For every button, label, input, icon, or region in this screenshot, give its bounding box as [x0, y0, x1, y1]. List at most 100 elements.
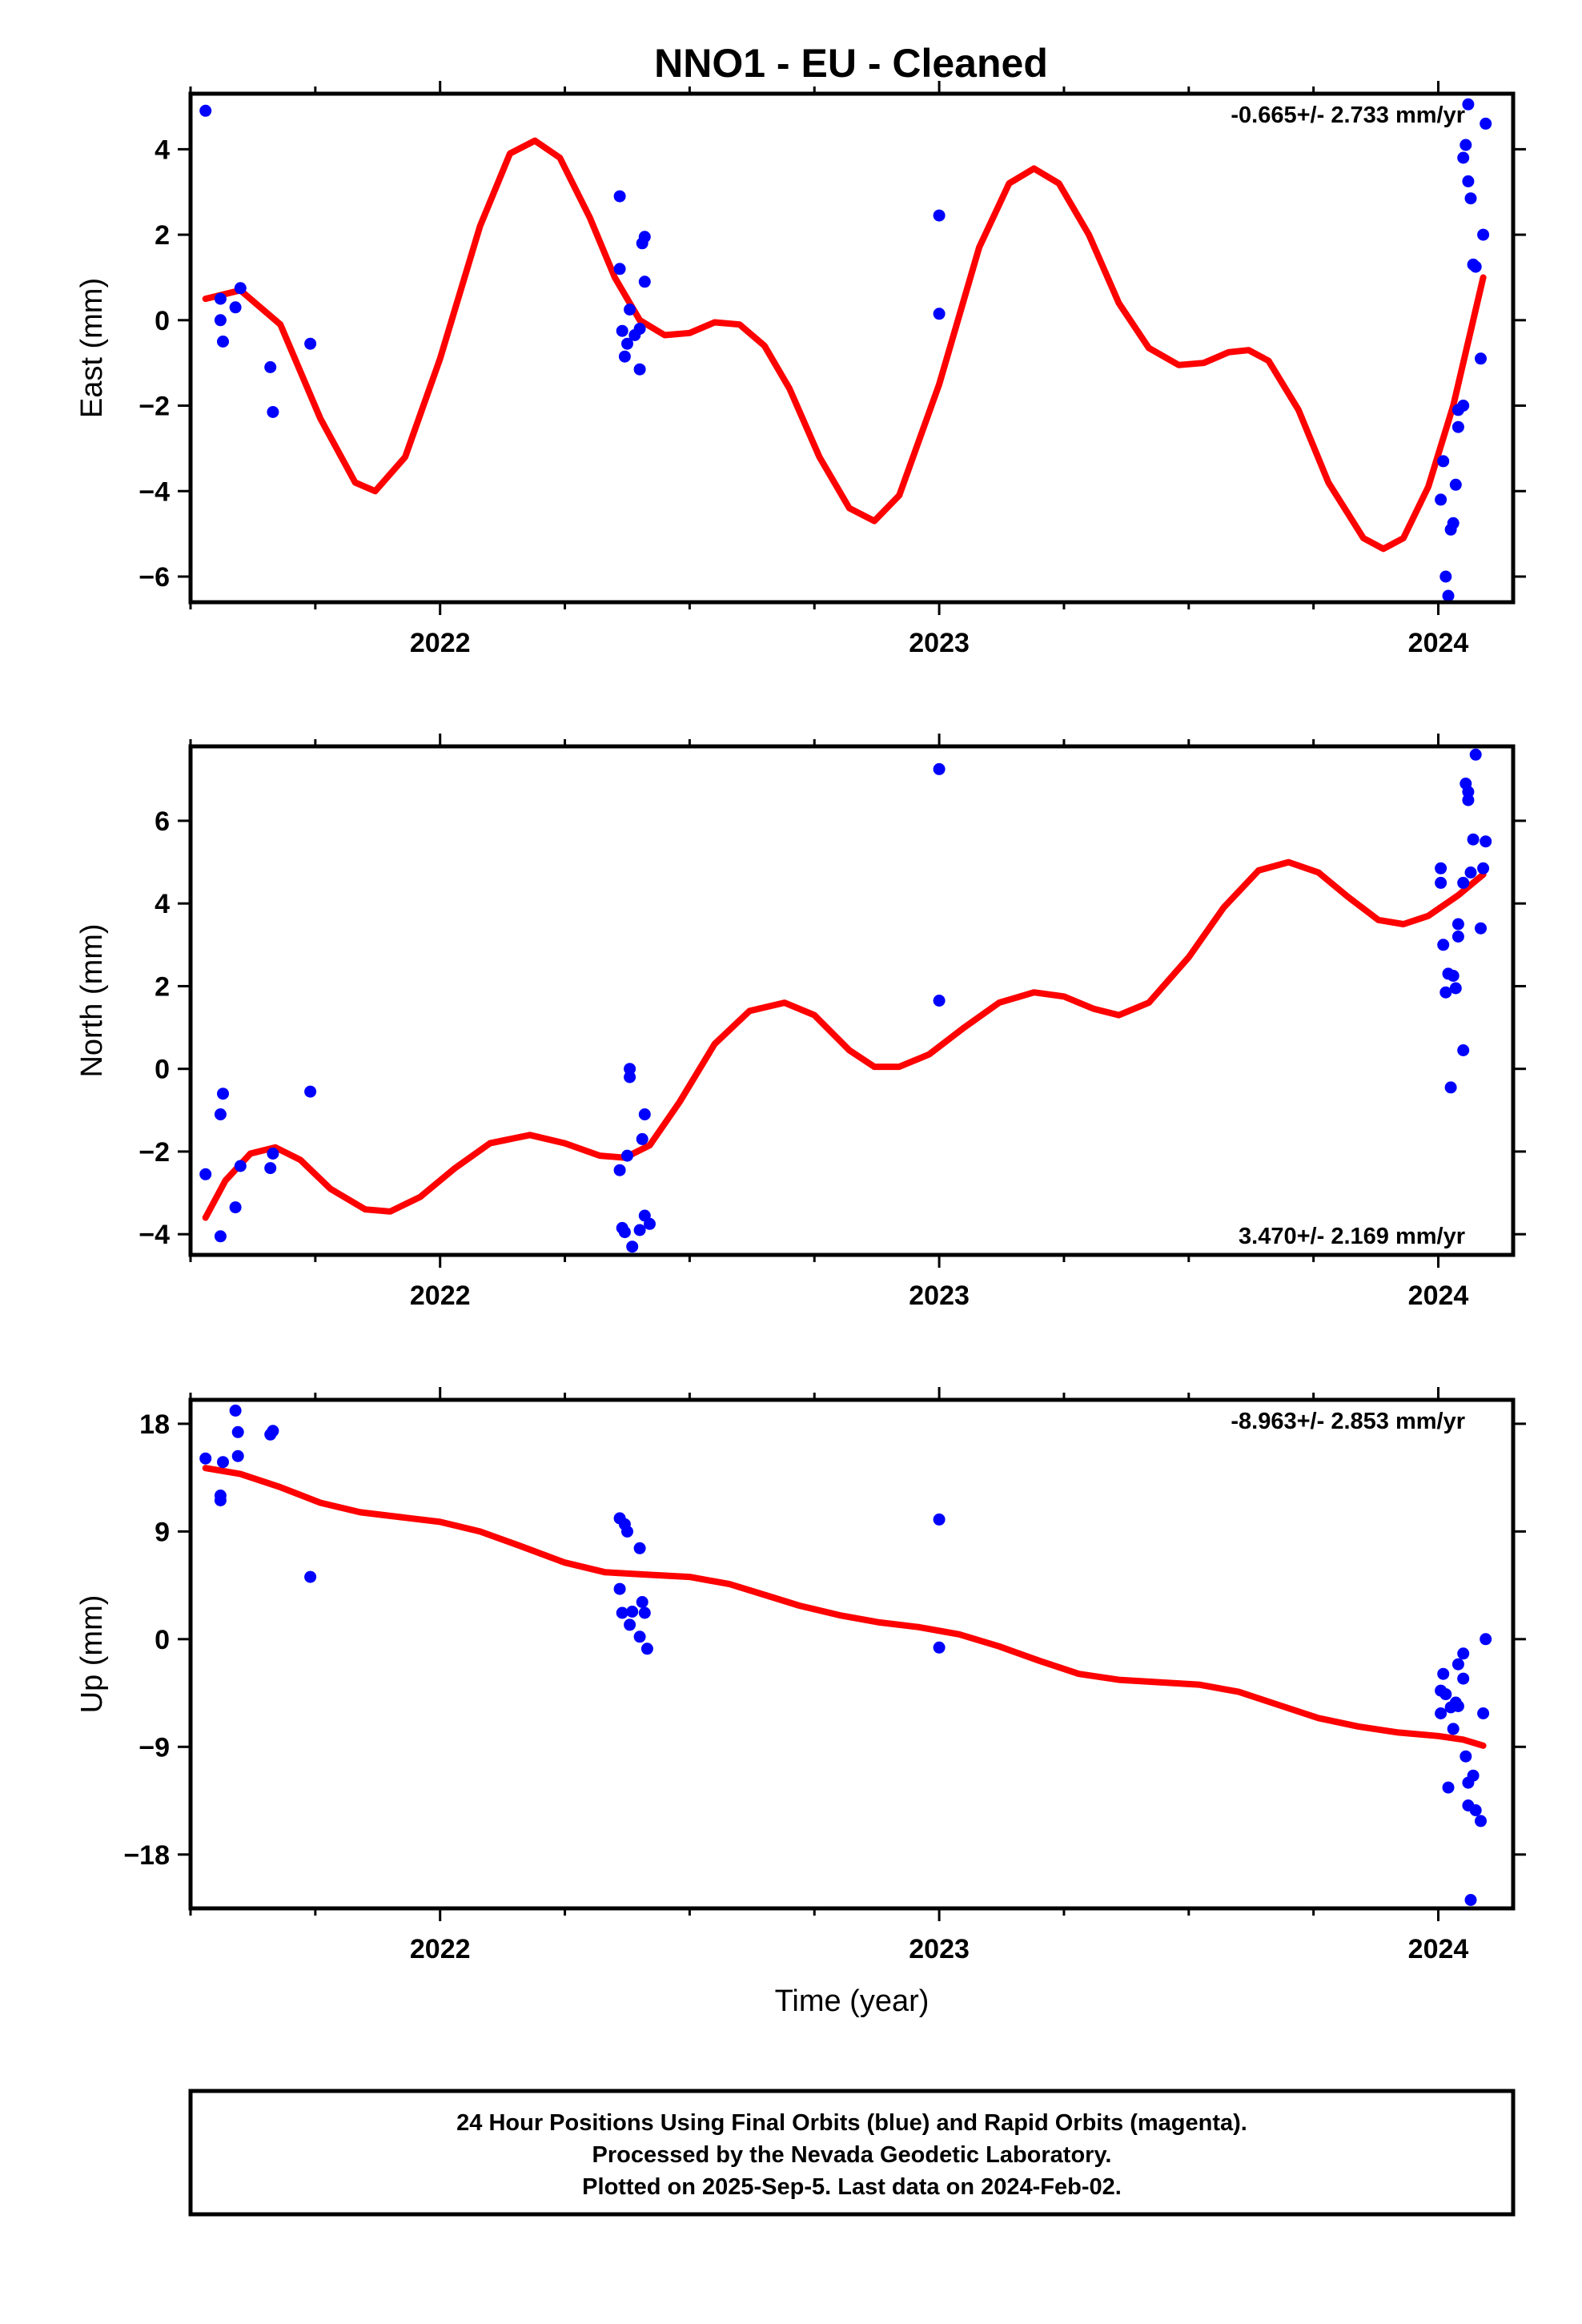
- up-data-point: [1452, 1658, 1464, 1671]
- up-data-point: [933, 1513, 946, 1526]
- up-data-point: [1452, 1700, 1464, 1712]
- east-data-point: [618, 350, 631, 363]
- north-data-point: [1435, 876, 1447, 889]
- up-data-point: [1477, 1707, 1490, 1719]
- east-panel: 2022 2023 2024 −6 −4 −2 0 2 4 -0.665+/- 2.733 mm/…: [75, 81, 1526, 658]
- north-data-point: [624, 1071, 636, 1084]
- north-y-tick-label: −4: [139, 1220, 170, 1250]
- east-data-point: [304, 337, 317, 350]
- north-data-point: [1462, 794, 1475, 806]
- up-data-point: [267, 1425, 279, 1437]
- east-data-point: [214, 314, 227, 327]
- east-y-tick-label: −4: [139, 476, 170, 507]
- east-x-tick-label: 2023: [909, 628, 970, 658]
- north-data-point: [1467, 833, 1480, 846]
- north-frame: [188, 744, 1516, 1257]
- up-data-point: [638, 1606, 651, 1619]
- east-data-point: [1462, 98, 1475, 111]
- east-data-point: [1447, 517, 1460, 529]
- north-y-tick-label: −2: [139, 1137, 170, 1168]
- up-rate-label: -8.963+/- 2.853 mm/yr: [1231, 1409, 1465, 1434]
- up-data-point: [231, 1449, 244, 1462]
- north-data-point: [933, 762, 946, 775]
- east-data-point: [633, 323, 646, 335]
- up-frame: [188, 1397, 1516, 1911]
- east-data-point: [1460, 139, 1472, 151]
- up-data-point: [1475, 1815, 1487, 1827]
- up-y-tick-label: −18: [123, 1840, 170, 1871]
- north-data-point: [644, 1217, 656, 1230]
- up-data-point: [613, 1582, 626, 1595]
- north-data-point: [264, 1162, 277, 1175]
- up-data-point: [616, 1606, 628, 1619]
- east-data-point: [624, 304, 636, 316]
- up-data-point: [214, 1494, 227, 1506]
- north-data-point: [621, 1149, 633, 1162]
- east-points: [199, 98, 1492, 602]
- north-data-point: [1449, 982, 1462, 995]
- up-data-point: [633, 1630, 646, 1643]
- east-data-point: [267, 406, 279, 418]
- up-data-point: [1469, 1804, 1482, 1816]
- east-data-point: [633, 363, 646, 376]
- north-data-point: [217, 1088, 229, 1100]
- east-data-point: [616, 324, 628, 337]
- north-y-axis-label: North (mm): [75, 923, 109, 1077]
- east-data-point: [229, 301, 242, 314]
- north-data-point: [618, 1226, 631, 1239]
- east-data-point: [1462, 175, 1475, 187]
- up-x-tick-label: 2024: [1408, 1934, 1469, 1964]
- up-data-point: [217, 1456, 229, 1469]
- caption-line-1: 24 Hour Positions Using Final Orbits (bl…: [456, 2110, 1247, 2136]
- up-data-point: [1435, 1707, 1447, 1719]
- caption-line-2: Processed by the Nevada Geodetic Laborat…: [592, 2142, 1112, 2168]
- north-data-point: [1480, 835, 1492, 848]
- north-data-point: [214, 1230, 227, 1243]
- north-x-tick-label: 2023: [909, 1281, 970, 1311]
- north-data-point: [1469, 748, 1482, 761]
- up-data-point: [199, 1452, 212, 1465]
- up-data-point: [933, 1641, 946, 1654]
- up-x-axis-label: Time (year): [775, 1984, 930, 2018]
- east-data-point: [1457, 400, 1470, 412]
- east-y-tick-label: −6: [139, 562, 170, 593]
- east-data-point: [214, 292, 227, 305]
- north-data-point: [1447, 970, 1460, 982]
- caption-frame: [188, 2089, 1516, 2217]
- east-data-point: [621, 337, 633, 350]
- north-data-point: [1477, 862, 1490, 875]
- east-y-tick-label: 0: [155, 306, 170, 336]
- east-data-point: [1464, 192, 1477, 205]
- north-data-point: [1462, 786, 1475, 798]
- up-x-tick-label: 2022: [410, 1934, 471, 1964]
- east-data-point: [199, 104, 212, 117]
- north-data-point: [1437, 939, 1450, 951]
- east-data-point: [933, 308, 946, 320]
- up-data-point: [1467, 1769, 1480, 1782]
- north-data-point: [1452, 918, 1464, 931]
- north-data-point: [633, 1224, 646, 1236]
- east-data-point: [1477, 228, 1490, 241]
- east-data-point: [1469, 260, 1482, 273]
- north-data-point: [304, 1085, 317, 1098]
- up-data-point: [636, 1596, 648, 1608]
- north-data-point: [626, 1240, 639, 1253]
- up-data-point: [1442, 1781, 1455, 1794]
- east-x-tick-label: 2022: [410, 628, 471, 658]
- east-data-point: [1452, 420, 1464, 433]
- north-y-tick-label: 0: [155, 1055, 170, 1085]
- up-data-point: [1480, 1633, 1492, 1646]
- north-data-point: [1464, 866, 1477, 879]
- east-y-tick-label: 4: [155, 135, 170, 165]
- up-data-point: [621, 1525, 633, 1538]
- north-data-point: [613, 1164, 626, 1176]
- up-data-point: [1447, 1723, 1460, 1735]
- east-y-tick-label: −2: [139, 392, 170, 422]
- east-x-tick-label: 2024: [1408, 628, 1469, 658]
- north-x-tick-label: 2022: [410, 1281, 471, 1311]
- east-data-point: [613, 263, 626, 275]
- north-minor-ticks: [189, 739, 1315, 1262]
- up-data-point: [1457, 1672, 1470, 1685]
- east-data-point: [1442, 589, 1455, 602]
- east-data-point: [1439, 570, 1452, 583]
